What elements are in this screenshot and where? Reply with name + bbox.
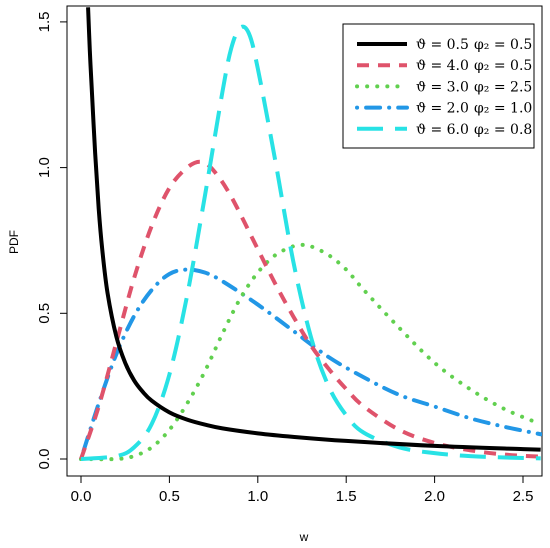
- y-tick-label: 1.0: [36, 157, 53, 178]
- x-tick-label: 1.0: [247, 488, 268, 505]
- legend-phi-label: φ₂ = 2.5: [474, 79, 532, 95]
- series-line-3: [79, 242, 542, 462]
- legend-phi-label: φ₂ = 0.5: [474, 58, 532, 74]
- x-axis-title: w: [299, 530, 309, 544]
- series-line-1: [86, 7, 541, 452]
- y-tick-label: 1.5: [36, 11, 53, 32]
- legend-theta-label: ϑ = 3.0: [416, 79, 469, 95]
- x-tick-label: 2.5: [513, 488, 534, 505]
- x-tick-label: 0.5: [159, 488, 180, 505]
- series-line-4: [79, 267, 542, 461]
- legend-theta-label: ϑ = 4.0: [416, 58, 469, 74]
- legend: ϑ = 0.5 φ₂ = 0.5 ϑ = 4.0 φ₂ = 0.5 ϑ = 3.0 φ₂ …: [342, 23, 535, 149]
- series-lines: [79, 7, 542, 462]
- legend-theta-label: ϑ = 2.0: [416, 101, 469, 117]
- legend-phi-label: φ₂ = 0.8: [474, 122, 532, 138]
- y-axis: 0.0 0.5 1.0 1.5: [36, 11, 67, 469]
- y-tick-label: 0.0: [36, 449, 53, 470]
- legend-theta-label: ϑ = 0.5: [416, 37, 469, 53]
- legend-phi-label: φ₂ = 0.5: [474, 37, 532, 53]
- series-line-5: [80, 24, 541, 461]
- y-axis-title: PDF: [7, 230, 21, 254]
- x-tick-label: 0.0: [71, 488, 92, 505]
- legend-theta-label: ϑ = 6.0: [416, 122, 469, 138]
- x-tick-label: 2.0: [424, 488, 445, 505]
- series-line-2: [79, 159, 541, 460]
- y-tick-label: 0.5: [36, 303, 53, 324]
- x-axis: 0.0 0.5 1.0 1.5 2.0 2.5: [71, 476, 534, 505]
- x-tick-label: 1.5: [336, 488, 357, 505]
- plot-border: [66, 5, 543, 477]
- legend-phi-label: φ₂ = 1.0: [474, 101, 532, 117]
- plot-frame: [66, 5, 543, 477]
